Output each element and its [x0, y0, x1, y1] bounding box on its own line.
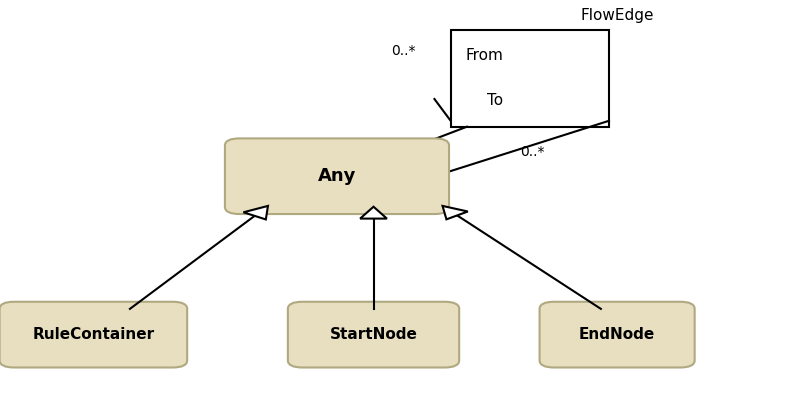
FancyBboxPatch shape	[0, 302, 187, 367]
FancyBboxPatch shape	[225, 138, 448, 214]
Text: To: To	[487, 93, 503, 109]
Bar	[450, 30, 608, 127]
FancyBboxPatch shape	[288, 302, 459, 367]
Polygon shape	[360, 207, 387, 219]
Text: 0..*: 0..*	[391, 44, 415, 59]
Text: From: From	[465, 48, 503, 63]
Text: FlowEdge: FlowEdge	[580, 8, 653, 23]
Text: RuleContainer: RuleContainer	[32, 327, 154, 342]
Text: 0..*: 0..*	[519, 145, 543, 160]
Polygon shape	[243, 206, 268, 219]
Text: Any: Any	[317, 167, 356, 185]
FancyBboxPatch shape	[539, 302, 693, 367]
Text: StartNode: StartNode	[329, 327, 417, 342]
Polygon shape	[442, 206, 467, 219]
Text: EndNode: EndNode	[578, 327, 654, 342]
